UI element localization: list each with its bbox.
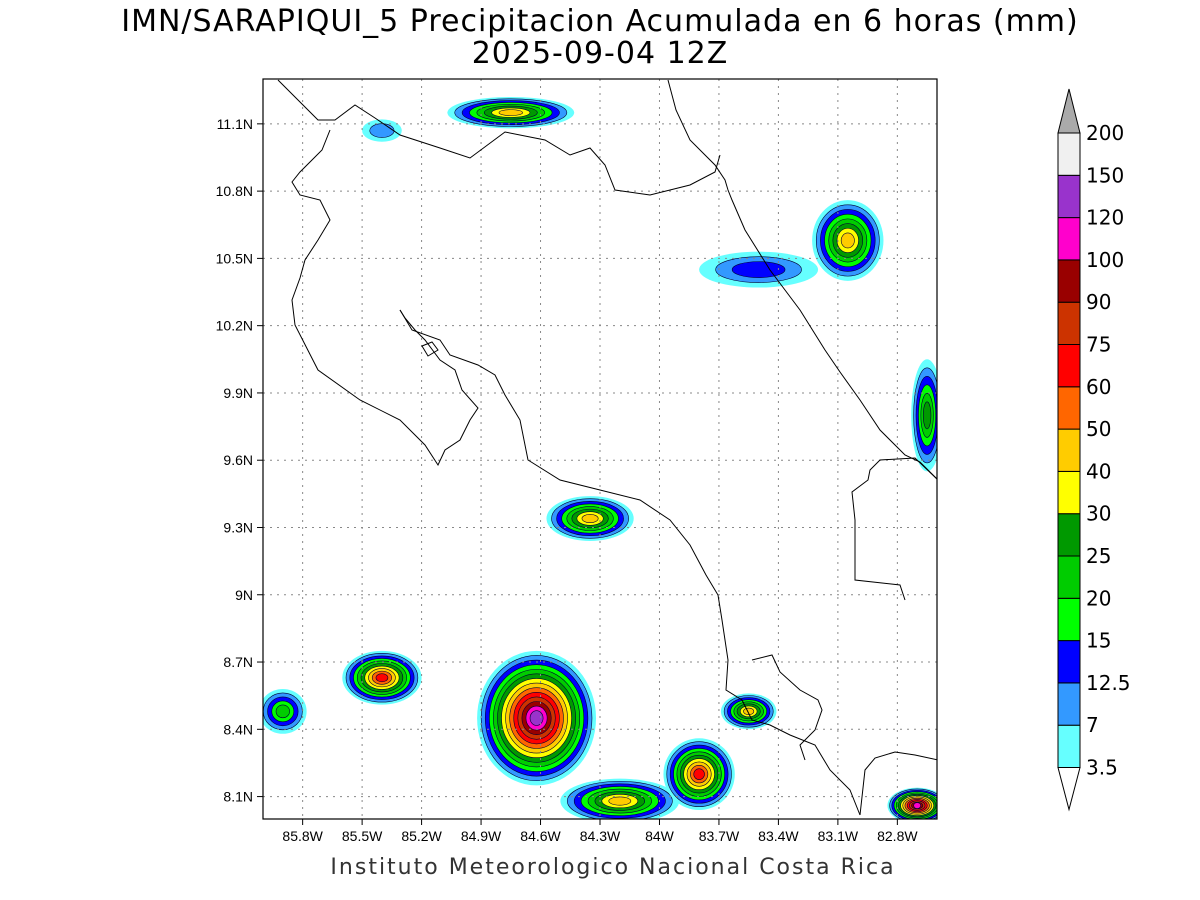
y-tick-label: 8.7N xyxy=(223,654,253,670)
colorbar-label: 15 xyxy=(1086,629,1111,653)
x-tick-label: 83.7W xyxy=(699,828,740,844)
y-tick-label: 10.8N xyxy=(216,183,253,199)
precip-contour-100 xyxy=(913,802,921,809)
y-tick-label: 10.2N xyxy=(216,318,253,334)
colorbar-top-arrow xyxy=(1057,88,1081,134)
y-tick-label: 9.6N xyxy=(223,452,253,468)
precip-contour-60 xyxy=(375,673,389,683)
precip-area-nicoya-south xyxy=(342,650,422,705)
colorbar-swatch xyxy=(1057,259,1081,303)
x-tick-label: 84.9W xyxy=(461,828,502,844)
coastline-pacific-nicoya xyxy=(291,129,479,467)
plot-frame xyxy=(262,78,938,820)
y-tick-label: 8.4N xyxy=(223,721,253,737)
precip-contour-40 xyxy=(581,514,599,523)
colorbar-swatch xyxy=(1057,470,1081,515)
colorbar-swatch xyxy=(1057,555,1081,599)
coastline-osa xyxy=(751,654,823,761)
precip-contour-25 xyxy=(922,401,932,430)
colorbar-bottom-arrow xyxy=(1057,767,1081,812)
colorbar-swatch xyxy=(1057,724,1081,769)
colorbar-swatch xyxy=(1057,301,1081,346)
x-tick-label: 85.2W xyxy=(401,828,442,844)
lat-lon-grid xyxy=(263,79,937,819)
colorbar-swatch xyxy=(1057,344,1081,388)
precip-contour-40 xyxy=(840,232,855,249)
y-tick-label: 8.1N xyxy=(223,789,253,805)
precip-area-golfito xyxy=(663,738,735,811)
precip-area-north-coast xyxy=(447,96,575,129)
precip-contour-40 xyxy=(498,109,523,116)
coastline-gulf-nicoya xyxy=(399,309,861,816)
precip-area-pacific-central xyxy=(477,650,597,786)
precip-area-caribbean-band xyxy=(699,251,819,288)
precip-contour-7 xyxy=(369,123,395,138)
colorbar-label: 30 xyxy=(1086,502,1111,526)
x-tick-label: 83.4W xyxy=(758,828,799,844)
colorbar-swatch xyxy=(1057,682,1081,726)
precip-contour-40 xyxy=(608,796,632,806)
x-tick-label: 84W xyxy=(645,828,675,844)
colorbar-swatch xyxy=(1057,640,1081,684)
precip-contour-12.5 xyxy=(731,261,786,278)
colorbar-label: 40 xyxy=(1086,459,1111,483)
coastline-caribbean xyxy=(667,79,937,480)
colorbar-legend: 3.5 7 12.5 15 20 25 30 40 50 60 75 90 100 120 150 200 xyxy=(1057,88,1131,812)
precip-area-central-valley xyxy=(546,496,634,541)
colorbar-label: 60 xyxy=(1086,375,1111,399)
y-tick-label: 10.5N xyxy=(216,250,253,266)
x-tick-label: 84.3W xyxy=(580,828,621,844)
x-tick-label: 82.8W xyxy=(877,828,918,844)
precip-area-caribbean-north xyxy=(812,200,884,281)
colorbar-swatch xyxy=(1057,217,1081,261)
colorbar-label: 7 xyxy=(1086,713,1099,737)
chart-title: IMN/SARAPIQUI_5 Precipitacion Acumulada … xyxy=(121,4,1079,39)
island-chira xyxy=(421,341,439,357)
colorbar-swatch xyxy=(1057,174,1081,219)
coastline-layer xyxy=(277,79,937,816)
x-tick-label: 84.6W xyxy=(520,828,561,844)
colorbar-label: 150 xyxy=(1086,163,1124,187)
x-tick-label: 85.8W xyxy=(282,828,323,844)
colorbar-label: 25 xyxy=(1086,544,1111,568)
colorbar-label: 75 xyxy=(1086,333,1111,357)
precip-area-east-coast xyxy=(911,359,937,472)
precip-area-pacific-south xyxy=(560,778,680,819)
precip-contour-60 xyxy=(693,768,705,780)
colorbar-label: 100 xyxy=(1086,248,1124,272)
y-tick-label: 9N xyxy=(235,587,253,603)
colorbar-swatch xyxy=(1057,597,1081,642)
precip-area-se-corner xyxy=(887,787,937,819)
precip-contour-20 xyxy=(275,704,290,719)
colorbar-swatch xyxy=(1057,132,1081,176)
colorbar-swatch xyxy=(1057,386,1081,430)
colorbar-label: 3.5 xyxy=(1086,756,1118,780)
colorbar-label: 200 xyxy=(1086,121,1124,145)
colorbar-swatch xyxy=(1057,513,1081,557)
colorbar-label: 120 xyxy=(1086,206,1124,230)
coastline-burica xyxy=(859,751,937,816)
y-axis-ticks: 11.1N 10.8N 10.5N 10.2N 9.9N 9.6N 9.3N 9N 8.7N 8.… xyxy=(216,116,263,805)
footer-credit: Instituto Meteorologico Nacional Costa R… xyxy=(330,855,896,880)
x-tick-label: 85.5W xyxy=(342,828,383,844)
precip-contour-120 xyxy=(529,710,544,726)
y-tick-label: 9.3N xyxy=(223,519,253,535)
precip-area-osa-west xyxy=(263,688,307,734)
precipitation-layer xyxy=(263,96,937,819)
colorbar-label: 50 xyxy=(1086,417,1111,441)
border-panama xyxy=(851,457,937,601)
chart-subtitle: 2025-09-04 12Z xyxy=(471,36,729,71)
colorbar-swatch xyxy=(1057,428,1081,472)
y-tick-label: 9.9N xyxy=(223,385,253,401)
coastline-north xyxy=(277,79,721,196)
precip-area-burica xyxy=(720,693,777,730)
y-tick-label: 11.1N xyxy=(217,116,253,132)
x-axis-ticks: 85.8W 85.5W 85.2W 84.9W 84.6W 84.3W 84W 83.7W 83… xyxy=(282,819,918,844)
precip-contour-40 xyxy=(743,707,755,716)
colorbar-label: 90 xyxy=(1086,290,1111,314)
colorbar-label: 20 xyxy=(1086,586,1111,610)
x-tick-label: 83.1W xyxy=(818,828,859,844)
colorbar-label: 12.5 xyxy=(1086,671,1131,695)
